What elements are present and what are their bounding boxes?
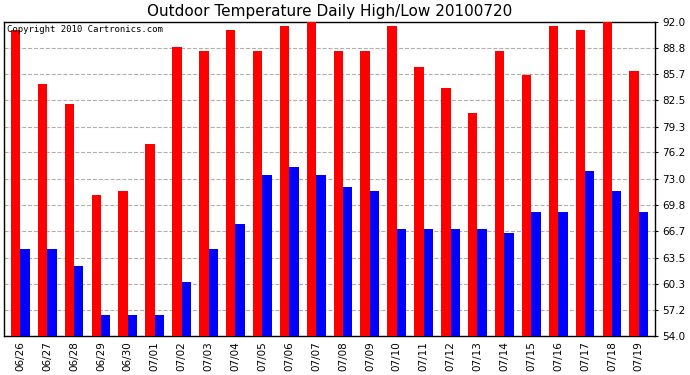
Bar: [235, 224, 245, 336]
Bar: [11, 30, 20, 336]
Bar: [441, 88, 451, 336]
Bar: [101, 315, 110, 336]
Bar: [504, 232, 514, 336]
Bar: [549, 26, 558, 336]
Bar: [602, 22, 612, 336]
Bar: [226, 30, 235, 336]
Bar: [47, 249, 57, 336]
Bar: [20, 249, 30, 336]
Bar: [155, 315, 164, 336]
Bar: [253, 51, 262, 336]
Bar: [343, 187, 353, 336]
Bar: [289, 166, 299, 336]
Bar: [468, 113, 477, 336]
Bar: [74, 266, 83, 336]
Title: Outdoor Temperature Daily High/Low 20100720: Outdoor Temperature Daily High/Low 20100…: [147, 4, 512, 19]
Bar: [531, 212, 541, 336]
Bar: [181, 282, 191, 336]
Bar: [424, 228, 433, 336]
Bar: [629, 71, 639, 336]
Bar: [199, 51, 208, 336]
Bar: [333, 51, 343, 336]
Bar: [119, 191, 128, 336]
Bar: [575, 30, 585, 336]
Text: Copyright 2010 Cartronics.com: Copyright 2010 Cartronics.com: [8, 25, 164, 34]
Bar: [172, 46, 181, 336]
Bar: [612, 191, 621, 336]
Bar: [65, 105, 74, 336]
Bar: [280, 26, 289, 336]
Bar: [306, 22, 316, 336]
Bar: [128, 315, 137, 336]
Bar: [370, 191, 380, 336]
Bar: [585, 171, 595, 336]
Bar: [262, 175, 272, 336]
Bar: [639, 212, 648, 336]
Bar: [477, 228, 487, 336]
Bar: [92, 195, 101, 336]
Bar: [414, 67, 424, 336]
Bar: [146, 144, 155, 336]
Bar: [387, 26, 397, 336]
Bar: [316, 175, 326, 336]
Bar: [208, 249, 218, 336]
Bar: [360, 51, 370, 336]
Bar: [38, 84, 47, 336]
Bar: [397, 228, 406, 336]
Bar: [495, 51, 504, 336]
Bar: [451, 228, 460, 336]
Bar: [558, 212, 568, 336]
Bar: [522, 75, 531, 336]
